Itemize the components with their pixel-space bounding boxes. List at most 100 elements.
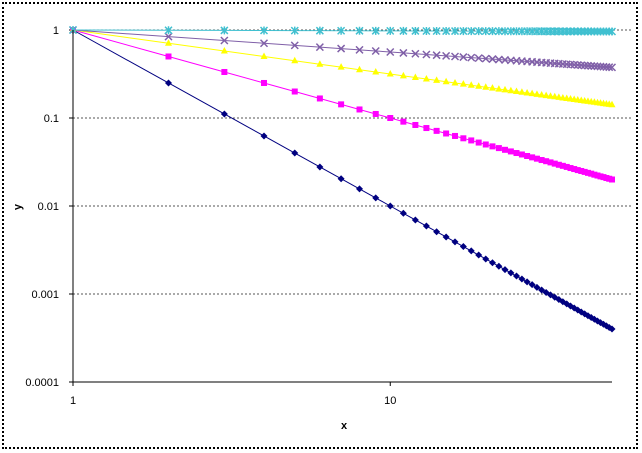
data-point	[533, 283, 541, 291]
data-point	[518, 275, 526, 283]
data-point	[290, 26, 299, 35]
data-point	[523, 278, 531, 286]
data-point	[433, 127, 440, 134]
data-point	[584, 169, 591, 176]
data-point	[443, 130, 450, 137]
series-0	[69, 26, 616, 333]
data-point	[551, 92, 559, 100]
data-point	[422, 222, 430, 230]
data-point	[399, 26, 408, 35]
data-point	[547, 159, 554, 166]
y-tick-label: 0.01	[38, 201, 59, 213]
data-point	[488, 84, 496, 91]
data-point	[450, 27, 460, 36]
data-point	[338, 101, 345, 108]
data-point	[260, 132, 268, 140]
data-point	[372, 110, 379, 117]
data-point	[450, 52, 460, 61]
data-point	[356, 185, 364, 193]
data-point	[337, 26, 346, 35]
data-point	[164, 26, 173, 35]
data-point	[459, 80, 467, 87]
data-point	[502, 146, 509, 153]
data-point	[543, 158, 550, 165]
data-point	[507, 269, 515, 277]
data-point	[495, 262, 503, 270]
data-point	[355, 26, 364, 35]
data-point	[315, 43, 324, 52]
data-point	[432, 26, 441, 36]
data-point	[482, 83, 490, 90]
y-tick-label: 0.0001	[25, 377, 59, 389]
x-tick-label: 1	[70, 395, 76, 407]
x-tick-labels: 1 10	[70, 395, 396, 407]
data-point	[489, 143, 496, 150]
chart-frame	[2, 2, 638, 449]
data-point	[507, 86, 515, 94]
data-point	[460, 135, 467, 142]
data-point	[399, 48, 408, 57]
data-point	[608, 100, 616, 108]
data-point	[432, 51, 441, 60]
data-point	[442, 51, 451, 60]
data-point	[542, 91, 550, 99]
data-point	[337, 44, 346, 53]
data-point	[571, 166, 578, 173]
data-point	[501, 266, 509, 274]
data-point	[513, 150, 520, 157]
data-point	[164, 32, 173, 41]
data-point	[488, 55, 497, 64]
data-point	[524, 152, 531, 159]
data-point	[474, 27, 483, 36]
data-point	[538, 90, 546, 98]
series-1	[70, 27, 615, 183]
data-point	[574, 167, 581, 174]
data-point	[512, 87, 520, 95]
data-point	[459, 243, 467, 251]
data-point	[547, 92, 555, 99]
data-point	[337, 63, 345, 70]
data-point	[533, 90, 541, 97]
data-point	[315, 26, 324, 35]
data-point	[495, 145, 502, 152]
data-point	[467, 81, 475, 88]
data-point	[442, 27, 451, 36]
data-point	[371, 26, 380, 35]
data-point	[412, 121, 419, 128]
data-point	[475, 82, 483, 89]
data-point	[422, 26, 431, 36]
data-point	[452, 132, 459, 139]
data-point	[356, 65, 364, 73]
data-point	[356, 106, 363, 113]
data-point	[580, 61, 589, 70]
data-point	[220, 26, 229, 35]
y-axis-label: y	[12, 203, 24, 210]
data-point	[529, 154, 536, 161]
data-point	[475, 139, 482, 146]
data-point	[578, 167, 585, 174]
data-point	[220, 36, 229, 45]
series-2	[69, 26, 616, 108]
data-point	[609, 176, 615, 183]
data-point	[291, 56, 299, 64]
data-point	[594, 172, 601, 179]
data-point	[400, 118, 407, 125]
data-point	[608, 325, 616, 333]
data-point	[563, 163, 570, 170]
data-point	[607, 63, 617, 72]
data-point	[387, 115, 394, 121]
data-point	[386, 202, 394, 210]
data-point	[500, 27, 510, 36]
data-point	[259, 39, 269, 48]
data-point	[607, 27, 617, 36]
data-point	[482, 255, 490, 263]
data-point	[442, 233, 450, 241]
data-point	[386, 26, 395, 35]
data-point	[474, 54, 483, 63]
data-point	[372, 194, 380, 202]
series-3	[68, 25, 617, 72]
data-point	[591, 171, 598, 178]
data-point	[422, 50, 431, 59]
gridlines	[69, 29, 632, 386]
